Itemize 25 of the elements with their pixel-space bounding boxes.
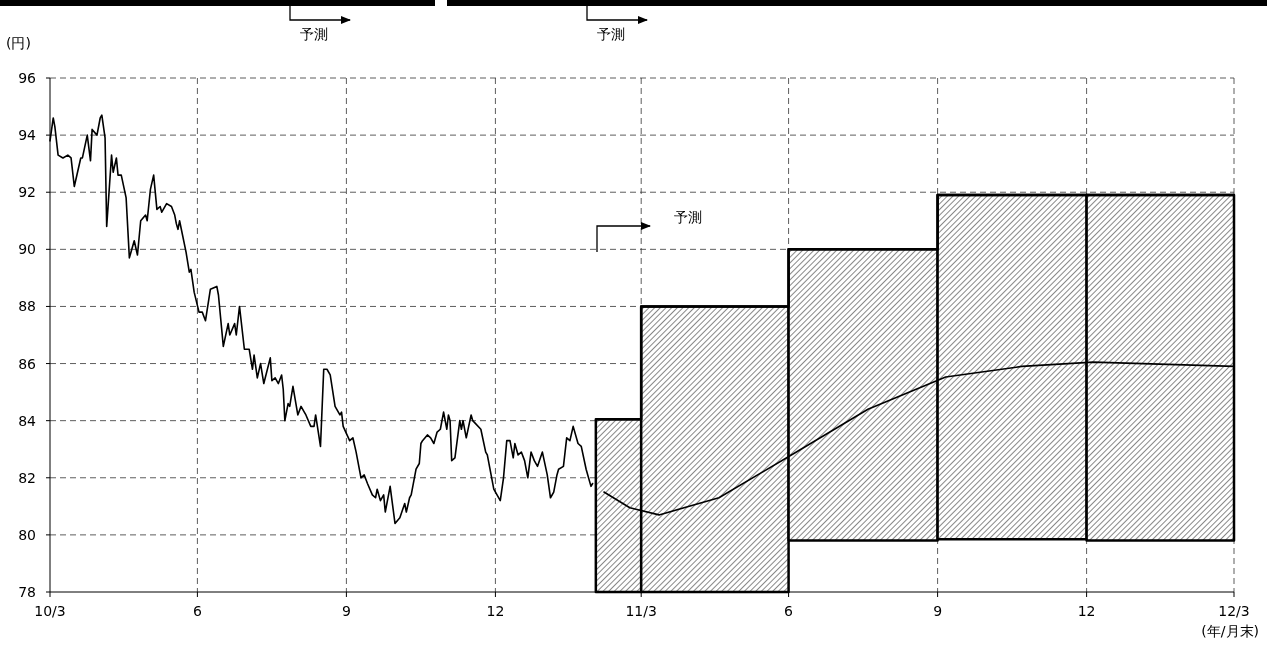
x-tick-label: 6 <box>784 603 794 619</box>
annotation: 予測 <box>674 209 702 225</box>
x-tick-label: 12 <box>486 603 505 619</box>
x-tick-label: 11/3 <box>625 603 657 619</box>
x-tick-label: 10/3 <box>34 603 66 619</box>
x-axis-title: (年/月末) <box>1201 623 1259 639</box>
y-tick-label: 92 <box>18 184 36 201</box>
x-tick-label: 9 <box>341 603 351 619</box>
x-tick-label: 6 <box>192 603 202 619</box>
x-tick-label: 12 <box>1077 603 1096 619</box>
y-tick-label: 94 <box>18 127 37 144</box>
y-tick-label: 88 <box>18 298 36 315</box>
x-tick-label: 12/3 <box>1218 603 1250 619</box>
text: 予測 <box>597 26 625 42</box>
y-tick-label: 96 <box>18 70 37 86</box>
y-tick-label: 82 <box>18 469 36 486</box>
y-tick-label: 84 <box>18 412 37 429</box>
x-tick-label: 9 <box>933 603 943 619</box>
y-tick-label: 80 <box>18 526 36 543</box>
y-tick-label: 78 <box>18 584 36 600</box>
y-axis-title: (円) <box>6 35 31 51</box>
y-tick-label: 90 <box>18 241 36 258</box>
line-series <box>603 361 1235 516</box>
y-tick-label: 86 <box>18 355 37 372</box>
text: 予測 <box>300 26 328 42</box>
